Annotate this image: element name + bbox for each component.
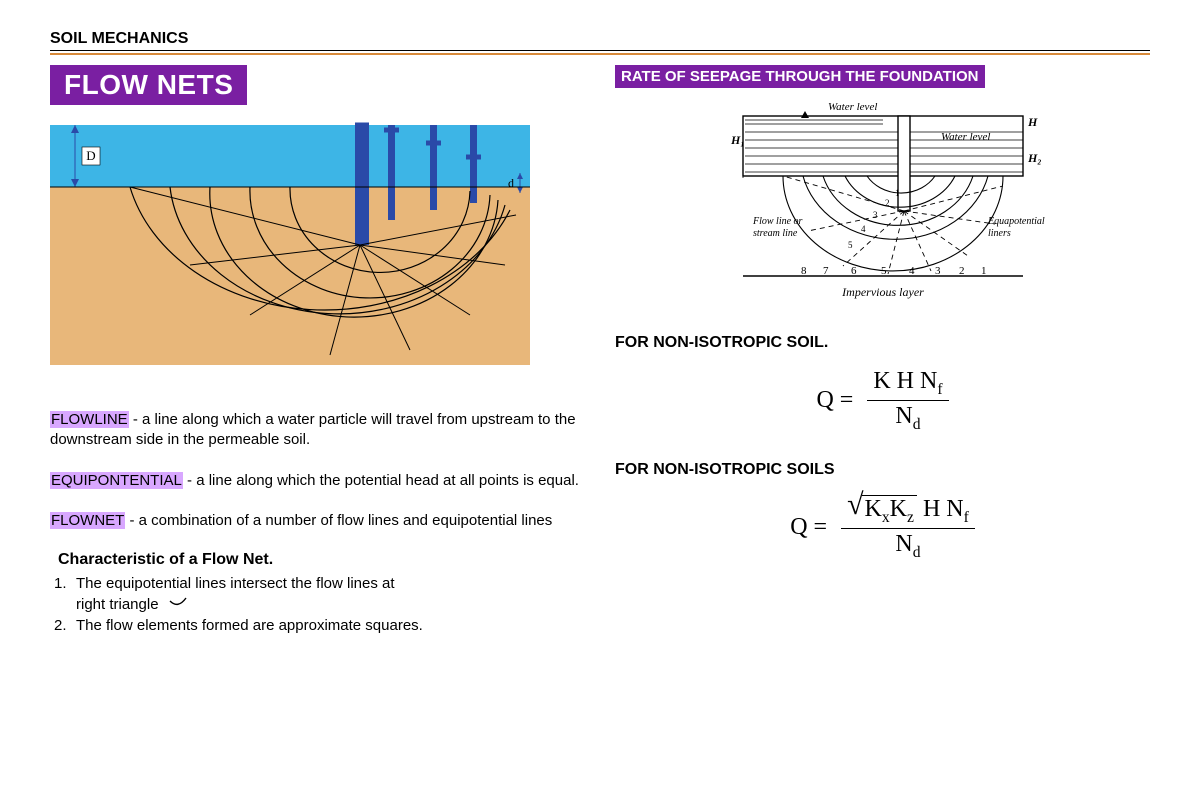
drop-2: 2 xyxy=(959,265,965,277)
characteristic-title: Characteristic of a Flow Net. xyxy=(58,551,585,569)
header-rule xyxy=(50,53,1150,55)
def-equipotential-text: - a line along which the potential head … xyxy=(183,472,579,489)
def-flowline: FLOWLINE - a line along which a water pa… xyxy=(50,410,585,451)
page-header: SOIL MECHANICS xyxy=(50,30,1150,51)
label-liners: liners xyxy=(988,228,1011,239)
inner-2: 2 xyxy=(885,198,890,208)
seepage-badge: RATE OF SEEPAGE THROUGH THE FOUNDATION xyxy=(615,65,985,88)
char-item-1a: The equipotential lines intersect the fl… xyxy=(76,575,395,592)
inner-3: 3 xyxy=(873,210,878,220)
def-flownet: FLOWNET - a combination of a number of f… xyxy=(50,511,585,531)
def-flownet-text: - a combination of a number of flow line… xyxy=(125,512,552,529)
characteristic-list: 1. The equipotential lines intersect the… xyxy=(54,573,585,636)
drop-3: 3 xyxy=(935,265,941,277)
term-equipotential: EQUIPONTENTIAL xyxy=(50,472,183,489)
drop-8: 8 xyxy=(801,265,807,277)
check-icon xyxy=(169,594,187,615)
formula1-lhs: Q = xyxy=(816,387,853,414)
label-water-level-2: Water level xyxy=(941,131,990,143)
term-flowline: FLOWLINE xyxy=(50,411,129,428)
seepage-diagram: Water level Water level H H₁ H₂ xyxy=(683,96,1083,316)
char-item-2: The flow elements formed are approximate… xyxy=(76,615,423,636)
section-non-isotropic-soil: FOR NON-ISOTROPIC SOIL. xyxy=(615,334,1150,352)
def-flowline-text: - a line along which a water particle wi… xyxy=(50,411,576,448)
formula2-lhs: Q = xyxy=(790,514,827,541)
left-column: FLOW NETS D xyxy=(50,65,585,636)
inner-1: 1 xyxy=(895,188,900,198)
label-water-level-1: Water level xyxy=(828,101,877,113)
drop-4: 4 xyxy=(909,265,915,277)
formula-isotropic: Q = K H Nf Nd xyxy=(615,368,1150,433)
drop-1: 1 xyxy=(981,265,987,277)
term-flownet: FLOWNET xyxy=(50,512,125,529)
flownet-diagram: D d xyxy=(50,115,530,375)
label-impervious: Impervious layer xyxy=(841,285,924,299)
section-non-isotropic-soils: FOR NON-ISOTROPIC SOILS xyxy=(615,461,1150,479)
drop-7: 7 xyxy=(823,265,829,277)
inner-5: 5 xyxy=(848,240,853,250)
label-H: H xyxy=(1027,115,1038,129)
flow-nets-badge: FLOW NETS xyxy=(50,65,247,105)
right-column: RATE OF SEEPAGE THROUGH THE FOUNDATION W… xyxy=(615,65,1150,636)
inner-4: 4 xyxy=(861,224,866,234)
label-equipotential: Equapotential xyxy=(987,216,1045,227)
def-equipotential: EQUIPONTENTIAL - a line along which the … xyxy=(50,471,585,491)
label-d: d xyxy=(508,176,514,190)
label-H2: H₂ xyxy=(1027,151,1042,165)
label-flowline: Flow line or xyxy=(752,216,803,227)
label-H1: H₁ xyxy=(730,133,745,147)
char-item-1b: right triangle xyxy=(76,596,159,613)
drop-6: 6 xyxy=(851,265,857,277)
label-streamline: stream line xyxy=(753,228,798,239)
drop-5: 5 xyxy=(881,265,887,277)
formula-anisotropic: Q = √ KxKz H Nf Nd xyxy=(615,495,1150,561)
label-D: D xyxy=(86,148,95,163)
